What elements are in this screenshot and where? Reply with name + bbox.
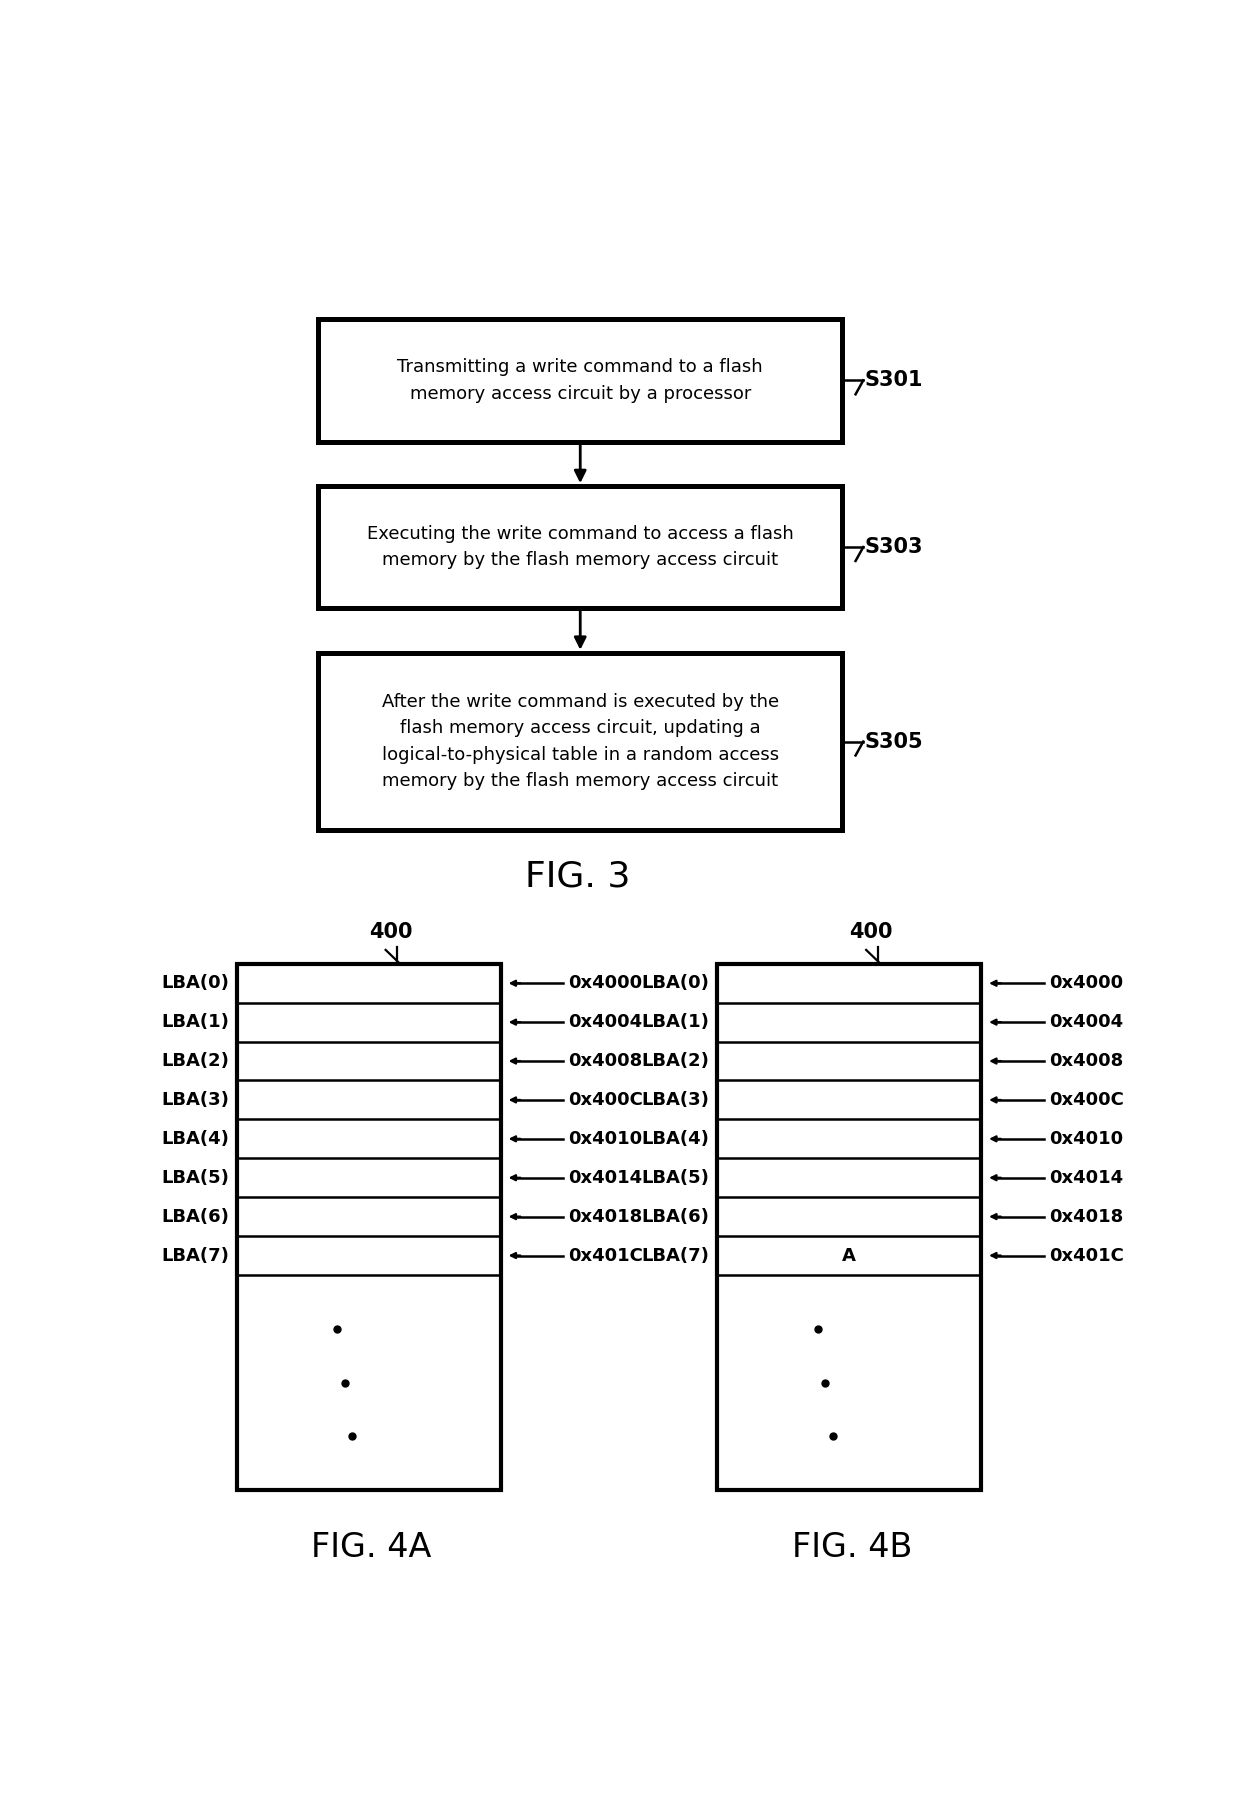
- Text: LBA(1): LBA(1): [641, 1014, 709, 1032]
- Text: 0x400C: 0x400C: [568, 1091, 644, 1109]
- Bar: [319, 319, 842, 442]
- Text: 0x4014: 0x4014: [1049, 1169, 1123, 1187]
- Text: LBA(0): LBA(0): [161, 974, 229, 992]
- Text: 0x4010: 0x4010: [568, 1129, 642, 1147]
- Text: 0x4000: 0x4000: [568, 974, 642, 992]
- Text: LBA(7): LBA(7): [161, 1247, 229, 1265]
- Text: LBA(5): LBA(5): [641, 1169, 709, 1187]
- Text: Transmitting a write command to a flash
memory access circuit by a processor: Transmitting a write command to a flash …: [398, 359, 763, 402]
- Text: S301: S301: [864, 370, 923, 390]
- Text: 0x4018: 0x4018: [568, 1207, 642, 1225]
- Text: 0x4000: 0x4000: [1049, 974, 1123, 992]
- Text: 0x4008: 0x4008: [1049, 1052, 1123, 1070]
- Bar: [319, 485, 842, 608]
- Text: 0x4014: 0x4014: [568, 1169, 642, 1187]
- Text: 400: 400: [368, 922, 412, 942]
- Text: LBA(7): LBA(7): [641, 1247, 709, 1265]
- Bar: [319, 653, 842, 830]
- Text: 0x4010: 0x4010: [1049, 1129, 1123, 1147]
- Text: LBA(2): LBA(2): [161, 1052, 229, 1070]
- Text: FIG. 4B: FIG. 4B: [791, 1532, 911, 1564]
- Text: Executing the write command to access a flash
memory by the flash memory access : Executing the write command to access a …: [367, 525, 794, 570]
- Text: S305: S305: [864, 732, 923, 752]
- Text: 0x4018: 0x4018: [1049, 1207, 1123, 1225]
- Text: 0x4008: 0x4008: [568, 1052, 642, 1070]
- Text: LBA(3): LBA(3): [161, 1091, 229, 1109]
- Text: 0x401C: 0x401C: [1049, 1247, 1123, 1265]
- Bar: [717, 963, 982, 1490]
- Text: 0x4004: 0x4004: [568, 1014, 642, 1032]
- Text: LBA(3): LBA(3): [641, 1091, 709, 1109]
- Text: LBA(6): LBA(6): [641, 1207, 709, 1225]
- Text: LBA(5): LBA(5): [161, 1169, 229, 1187]
- Text: LBA(6): LBA(6): [161, 1207, 229, 1225]
- Text: FIG. 4A: FIG. 4A: [311, 1532, 432, 1564]
- Text: LBA(4): LBA(4): [641, 1129, 709, 1147]
- Bar: [237, 963, 501, 1490]
- Text: A: A: [842, 1247, 857, 1265]
- Text: After the write command is executed by the
flash memory access circuit, updating: After the write command is executed by t…: [382, 693, 779, 790]
- Text: 0x4004: 0x4004: [1049, 1014, 1123, 1032]
- Text: S303: S303: [864, 538, 923, 557]
- Text: FIG. 3: FIG. 3: [526, 859, 630, 893]
- Text: 400: 400: [849, 922, 893, 942]
- Text: LBA(4): LBA(4): [161, 1129, 229, 1147]
- Text: 0x400C: 0x400C: [1049, 1091, 1123, 1109]
- Text: 0x401C: 0x401C: [568, 1247, 644, 1265]
- Text: LBA(2): LBA(2): [641, 1052, 709, 1070]
- Text: LBA(1): LBA(1): [161, 1014, 229, 1032]
- Text: LBA(0): LBA(0): [641, 974, 709, 992]
